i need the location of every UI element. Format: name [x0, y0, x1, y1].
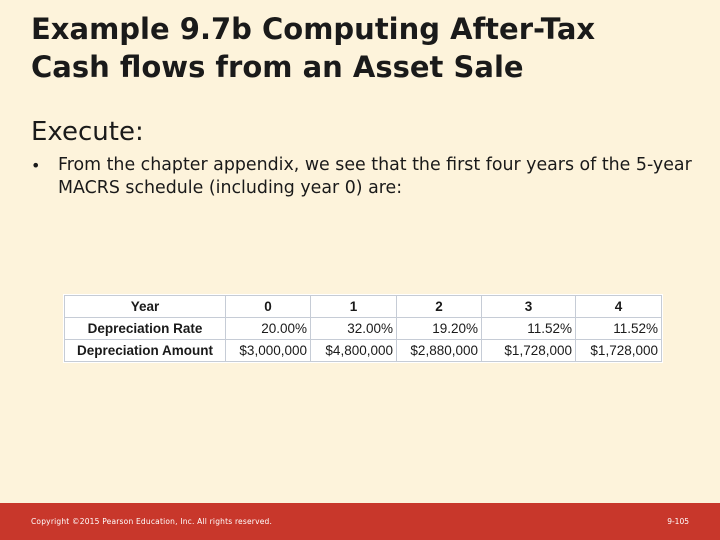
table-row-label: Depreciation Rate [64, 317, 226, 340]
table-header-cell: 1 [310, 295, 397, 318]
table-header-cell: 3 [481, 295, 576, 318]
page-number: 9-105 [667, 517, 689, 526]
footer-copyright: Copyright ©2015 Pearson Education, Inc. … [31, 517, 273, 526]
slide-title-line-1: Example 9.7b Computing After-Tax [31, 12, 596, 46]
table-cell: 11.52% [481, 317, 576, 340]
slide-title: Example 9.7b Computing After-Tax Cash fl… [31, 10, 701, 86]
table-cell: $2,880,000 [396, 339, 482, 362]
table-cell: 11.52% [575, 317, 662, 340]
table-cell: $4,800,000 [310, 339, 397, 362]
table-header-cell: Year [64, 295, 226, 318]
table-header-row: Year 0 1 2 3 4 [64, 295, 662, 318]
table-cell: 32.00% [310, 317, 397, 340]
bullet-list: • From the chapter appendix, we see that… [31, 154, 701, 200]
depreciation-table: Year 0 1 2 3 4 Depreciation Rate 20.00% … [64, 295, 662, 362]
footer-bar: Copyright ©2015 Pearson Education, Inc. … [0, 503, 720, 540]
table-row-label: Depreciation Amount [64, 339, 226, 362]
table-cell: $1,728,000 [575, 339, 662, 362]
table-cell: 20.00% [225, 317, 311, 340]
bullet-text: From the chapter appendix, we see that t… [58, 155, 692, 198]
table-row: Depreciation Amount $3,000,000 $4,800,00… [64, 339, 662, 362]
table-cell: 19.20% [396, 317, 482, 340]
subheading: Execute: [31, 117, 144, 147]
bullet-item: • From the chapter appendix, we see that… [31, 154, 701, 200]
depreciation-table-container: Year 0 1 2 3 4 Depreciation Rate 20.00% … [63, 294, 663, 363]
table-header-cell: 0 [225, 295, 311, 318]
table-row: Depreciation Rate 20.00% 32.00% 19.20% 1… [64, 317, 662, 340]
table-cell: $3,000,000 [225, 339, 311, 362]
table-header-cell: 4 [575, 295, 662, 318]
bullet-mark: • [31, 156, 41, 175]
table-cell: $1,728,000 [481, 339, 576, 362]
slide-title-line-2: Cash flows from an Asset Sale [31, 50, 524, 84]
table-header-cell: 2 [396, 295, 482, 318]
